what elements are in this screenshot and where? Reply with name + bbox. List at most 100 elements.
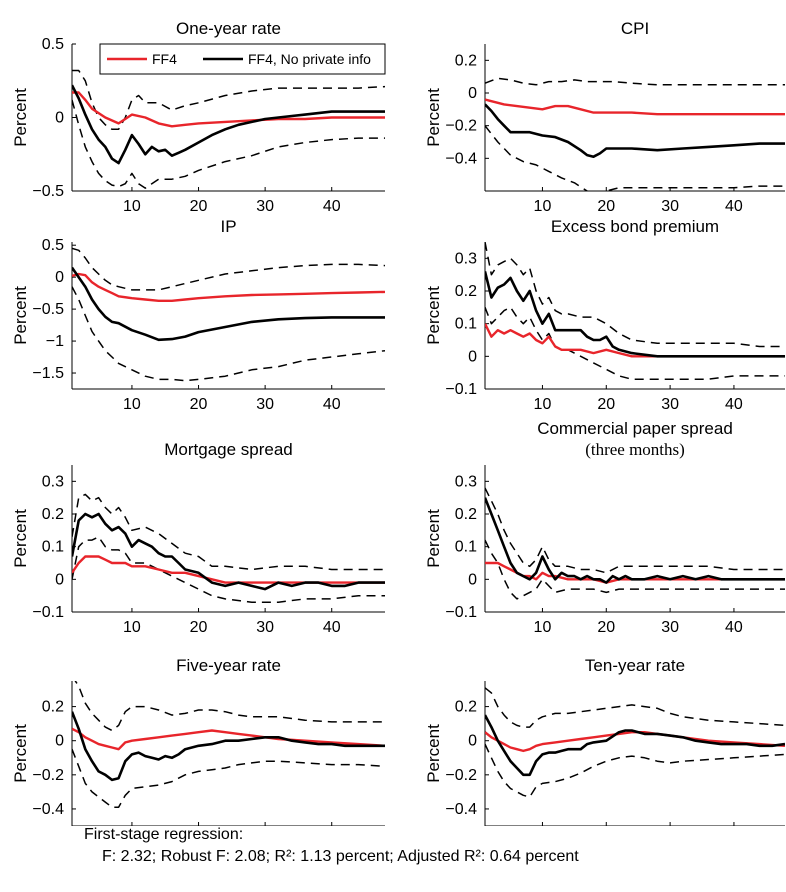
y-tick-label: 0 — [468, 85, 477, 102]
panel-title: Excess bond premium — [551, 217, 719, 236]
panel-5: Mortgage spread Percent −0.1 0 0.1 0.2 0.3 10 20… — [11, 440, 385, 636]
series-ff4-no-private-info-line — [72, 84, 385, 165]
x-tick-label: 40 — [323, 619, 341, 636]
y-axis-label: Percent — [11, 509, 30, 568]
confidence-band-line — [485, 77, 785, 86]
y-tick-label: −0.4 — [445, 150, 477, 167]
panel-subtitle: (three months) — [585, 440, 685, 459]
series-ff4-line — [485, 323, 785, 358]
y-tick-label: 0 — [468, 348, 477, 365]
y-tick-label: 0.1 — [455, 539, 477, 556]
series-ff4-no-private-info-line — [72, 266, 385, 342]
y-tick-label: −0.2 — [32, 767, 64, 784]
y-tick-label: −0.1 — [32, 604, 64, 621]
confidence-band-line — [485, 242, 785, 348]
confidence-band-line — [485, 487, 785, 574]
x-tick-label: 20 — [190, 198, 208, 215]
y-tick-label: 0 — [468, 571, 477, 588]
series-ff4-line — [72, 727, 385, 751]
confidence-band-line — [72, 99, 385, 189]
y-tick-label: 0.3 — [455, 473, 477, 490]
x-tick-label: 20 — [190, 619, 208, 636]
confidence-band-line — [72, 536, 385, 603]
x-tick-label: 30 — [661, 619, 679, 636]
panel-2: CPI Percent−0.4 −0.2 0 0.2 10 20 30 40 — [424, 19, 785, 215]
y-tick-label: −0.2 — [445, 767, 477, 784]
series-ff4-no-private-info-line — [485, 497, 785, 584]
y-tick-label: 0.2 — [455, 52, 477, 69]
x-tick-label: 40 — [725, 198, 743, 215]
y-tick-label: 0.2 — [455, 506, 477, 523]
y-tick-label: −1 — [46, 333, 64, 350]
x-tick-label: 40 — [323, 198, 341, 215]
x-tick-label: 40 — [725, 396, 743, 413]
y-tick-label: −0.2 — [445, 118, 477, 135]
series-ff4-no-private-info-line — [72, 512, 385, 591]
y-tick-label: 0.2 — [42, 699, 64, 716]
panel-title: Ten-year rate — [585, 656, 685, 675]
y-tick-label: −0.1 — [445, 381, 477, 398]
panel-title: Mortgage spread — [164, 440, 293, 459]
y-tick-label: 0.1 — [455, 316, 477, 333]
legend-label-ff4: FF4 — [152, 51, 177, 67]
panel-title: IP — [220, 217, 236, 236]
y-tick-label: −0.4 — [445, 801, 477, 818]
confidence-band-line — [72, 493, 385, 571]
y-tick-label: −0.5 — [32, 301, 64, 318]
y-axis-label: Percent — [11, 286, 30, 345]
y-tick-label: −0.5 — [32, 183, 64, 200]
series-ff4-line — [72, 555, 385, 584]
series-ff4-no-private-info-line — [485, 103, 785, 158]
series-ff4-line — [72, 272, 385, 302]
series-ff4-line — [72, 91, 385, 128]
confidence-band-line — [72, 748, 385, 808]
x-tick-label: 10 — [123, 396, 141, 413]
panel-3: IP Percent −1.5 −1 −0.5 0 0.5 10 20 30 40 — [11, 217, 385, 413]
x-tick-label: 40 — [323, 396, 341, 413]
legend-label-no-private: FF4, No private info — [248, 51, 371, 67]
panel-title: CPI — [621, 19, 649, 38]
y-axis-label: Percent — [11, 724, 30, 783]
y-tick-label: −0.4 — [32, 801, 64, 818]
series-ff4-line — [485, 731, 785, 753]
x-tick-label: 10 — [534, 396, 552, 413]
panel-title: Five-year rate — [176, 656, 281, 675]
x-tick-label: 40 — [725, 619, 743, 636]
confidence-band-line — [485, 306, 785, 380]
y-axis-label: Percent — [424, 509, 443, 568]
series-ff4-no-private-info-line — [485, 714, 785, 777]
x-tick-label: 30 — [661, 198, 679, 215]
y-axis-label: Percent — [11, 88, 30, 147]
x-tick-label: 30 — [256, 198, 274, 215]
confidence-band-line — [485, 539, 785, 600]
panel-4: Excess bond premium Percent −0.1 0 0.1 0.2 0.3… — [424, 217, 785, 413]
x-tick-label: 10 — [534, 198, 552, 215]
x-tick-label: 10 — [123, 619, 141, 636]
x-tick-label: 30 — [661, 396, 679, 413]
confidence-band-line — [72, 286, 385, 382]
y-tick-label: 0.1 — [42, 539, 64, 556]
x-tick-label: 30 — [256, 396, 274, 413]
y-tick-label: 0.3 — [42, 473, 64, 490]
y-axis-label: Percent — [424, 286, 443, 345]
panel-7: Five-year ratePercent−0.4−0.200.21020304… — [11, 656, 385, 826]
y-tick-label: 0 — [55, 733, 64, 750]
y-tick-label: 0 — [55, 571, 64, 588]
y-tick-label: 0.5 — [42, 36, 64, 53]
panel-title: Commercial paper spread — [537, 419, 733, 438]
series-ff4-no-private-info-line — [485, 271, 785, 358]
y-tick-label: 0.5 — [42, 237, 64, 254]
footer-line-1: First-stage regression: — [84, 826, 244, 843]
y-tick-label: 0.2 — [455, 283, 477, 300]
x-tick-label: 20 — [190, 396, 208, 413]
panel-6: Commercial paper spread (three months) Per… — [424, 419, 785, 636]
y-tick-label: 0 — [468, 733, 477, 750]
footer-line-2: F: 2.32; Robust F: 2.08; R²: 1.13 percen… — [102, 848, 579, 865]
y-tick-label: −0.1 — [445, 604, 477, 621]
x-tick-label: 10 — [534, 619, 552, 636]
panel-title: One-year rate — [176, 19, 281, 38]
y-tick-label: 0 — [55, 110, 64, 127]
